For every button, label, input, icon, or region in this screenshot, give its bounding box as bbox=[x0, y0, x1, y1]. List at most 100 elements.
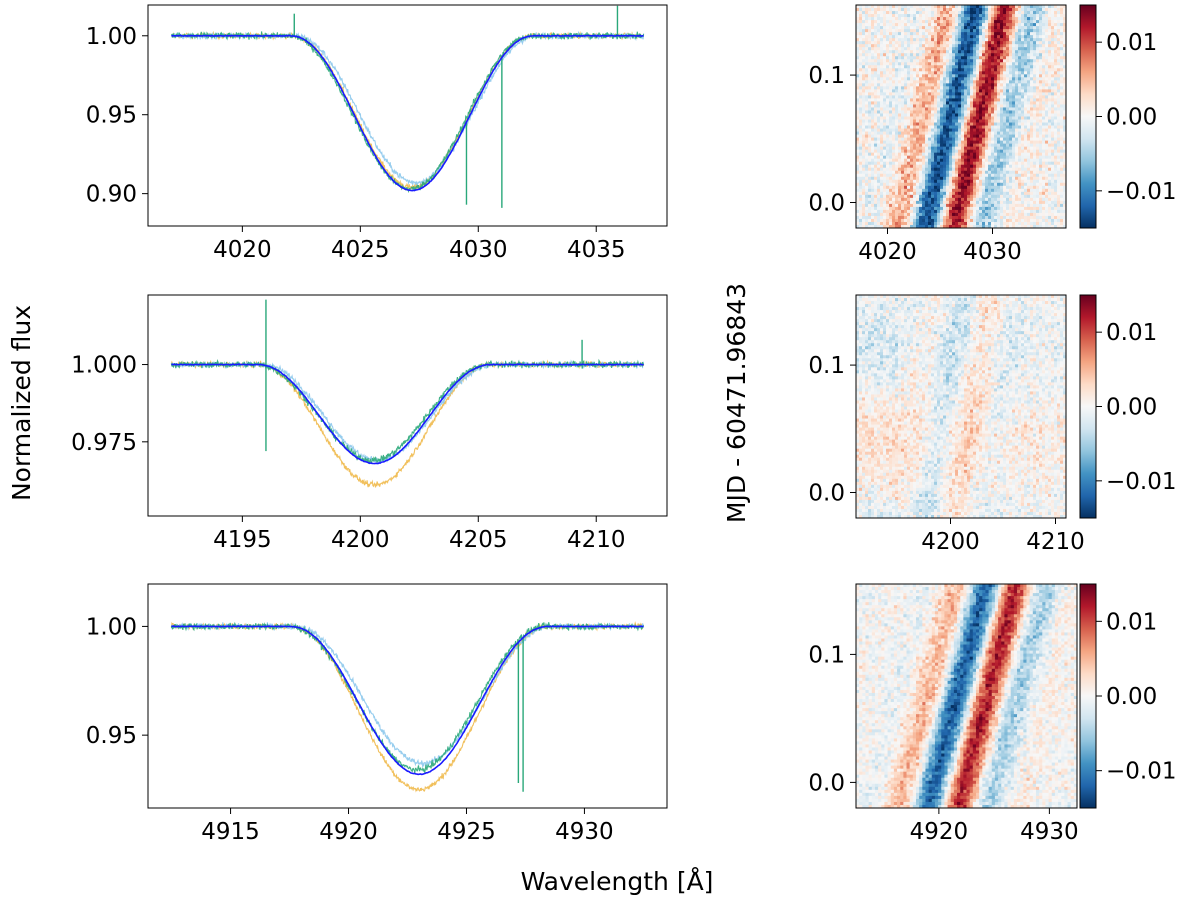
heatmap-cell bbox=[1003, 74, 1007, 78]
heatmap-cell bbox=[967, 59, 971, 63]
heatmap-cell bbox=[925, 137, 929, 142]
heatmap-cell bbox=[1051, 62, 1055, 66]
heatmap-cell bbox=[973, 65, 977, 69]
heatmap-cell bbox=[940, 203, 944, 208]
heatmap-cell bbox=[1048, 32, 1052, 36]
heatmap-cell bbox=[1045, 20, 1049, 24]
heatmap-cell bbox=[937, 107, 941, 112]
heatmap-cell bbox=[871, 209, 875, 214]
heatmap-cell bbox=[1018, 170, 1022, 175]
heatmap-cell bbox=[949, 83, 953, 87]
heatmap-cell bbox=[994, 158, 998, 163]
heatmap-cell bbox=[994, 143, 998, 148]
heatmap-cell bbox=[901, 215, 905, 220]
heatmap-cell bbox=[901, 176, 905, 181]
heatmap-cell bbox=[883, 62, 887, 66]
heatmap-cell bbox=[940, 122, 944, 127]
heatmap-cell bbox=[871, 185, 875, 190]
heatmap-cell bbox=[1003, 101, 1007, 106]
heatmap-cell bbox=[904, 122, 908, 127]
heatmap-cell bbox=[955, 173, 959, 178]
heatmap-cell bbox=[931, 158, 935, 163]
heatmap-cell bbox=[982, 158, 986, 163]
heatmap-cell bbox=[1000, 185, 1004, 190]
heatmap-cell bbox=[928, 65, 932, 69]
heatmap-cell bbox=[868, 164, 872, 169]
heatmap-cell bbox=[1024, 134, 1028, 139]
heatmap-cell bbox=[865, 29, 869, 33]
heatmap-cell bbox=[859, 107, 863, 112]
heatmap-cell bbox=[931, 200, 935, 205]
heatmap-cell bbox=[1033, 26, 1037, 30]
heatmap-cell bbox=[943, 26, 947, 30]
heatmap-cell bbox=[928, 38, 932, 42]
heatmap-cell bbox=[892, 182, 896, 187]
heatmap-cell bbox=[1048, 125, 1052, 130]
heatmap-cell bbox=[862, 26, 866, 30]
heatmap-cell bbox=[1057, 209, 1061, 214]
heatmap-cell bbox=[883, 182, 887, 187]
heatmap-cell bbox=[955, 164, 959, 169]
heatmap-cell bbox=[964, 134, 968, 139]
heatmap-cell bbox=[913, 23, 917, 27]
heatmap-cell bbox=[904, 203, 908, 208]
heatmap-cell bbox=[1060, 203, 1064, 208]
heatmap-cell bbox=[1042, 80, 1046, 84]
heatmap-cell bbox=[1003, 17, 1007, 21]
heatmap-cell bbox=[1030, 170, 1034, 175]
heatmap-cell bbox=[934, 161, 938, 166]
heatmap-cell bbox=[892, 8, 896, 12]
heatmap-cell bbox=[1045, 131, 1049, 136]
heatmap-cell bbox=[913, 137, 917, 142]
heatmap-cell bbox=[1024, 92, 1028, 96]
heatmap-cell bbox=[871, 11, 875, 15]
heatmap-cell bbox=[1039, 176, 1043, 181]
heatmap-cell bbox=[859, 47, 863, 51]
heatmap-cell bbox=[985, 110, 989, 115]
heatmap-cell bbox=[1054, 59, 1058, 63]
heatmap-cell bbox=[1045, 164, 1049, 169]
heatmap-cell bbox=[937, 26, 941, 30]
heatmap-cell bbox=[940, 41, 944, 45]
heatmap-cell bbox=[943, 167, 947, 172]
axes-frame bbox=[147, 294, 668, 517]
heatmap-cell bbox=[889, 203, 893, 208]
heatmap-cell bbox=[1015, 161, 1019, 166]
heatmap-cell bbox=[868, 23, 872, 27]
heatmap-cell bbox=[880, 149, 884, 154]
heatmap-cell bbox=[1021, 56, 1025, 60]
heatmap-cell bbox=[946, 170, 950, 175]
heatmap-cell bbox=[919, 131, 923, 136]
heatmap-cell bbox=[964, 188, 968, 193]
heatmap-cell bbox=[916, 101, 920, 106]
heatmap-cell bbox=[964, 32, 968, 36]
heatmap-cell bbox=[1015, 59, 1019, 63]
heatmap-cell bbox=[877, 122, 881, 127]
heatmap-cell bbox=[943, 98, 947, 103]
heatmap-cell bbox=[973, 173, 977, 178]
heatmap-cell bbox=[985, 8, 989, 12]
heatmap-cell bbox=[985, 77, 989, 81]
heatmap-cell bbox=[1018, 71, 1022, 75]
heatmap-cell bbox=[928, 176, 932, 181]
heatmap-cell bbox=[1024, 122, 1028, 127]
heatmap-cell bbox=[871, 110, 875, 115]
heatmap-cell bbox=[871, 89, 875, 93]
heatmap-cell bbox=[1027, 149, 1031, 154]
heatmap-cell bbox=[937, 200, 941, 205]
heatmap-cell bbox=[985, 5, 989, 9]
heatmap-cell bbox=[862, 149, 866, 154]
heatmap-cell bbox=[889, 95, 893, 100]
heatmap-cell bbox=[1018, 104, 1022, 109]
heatmap-cell bbox=[1000, 98, 1004, 103]
heatmap-cell bbox=[1054, 71, 1058, 75]
heatmap-cell bbox=[1060, 38, 1064, 42]
heatmap-cell bbox=[1021, 53, 1025, 57]
heatmap-cell bbox=[1006, 206, 1010, 211]
heatmap-cell bbox=[859, 149, 863, 154]
heatmap-cell bbox=[997, 206, 1001, 211]
heatmap-cell bbox=[1021, 116, 1025, 121]
heatmap-cell bbox=[910, 110, 914, 115]
heatmap-cell bbox=[1060, 53, 1064, 57]
heatmap-cell bbox=[910, 155, 914, 160]
